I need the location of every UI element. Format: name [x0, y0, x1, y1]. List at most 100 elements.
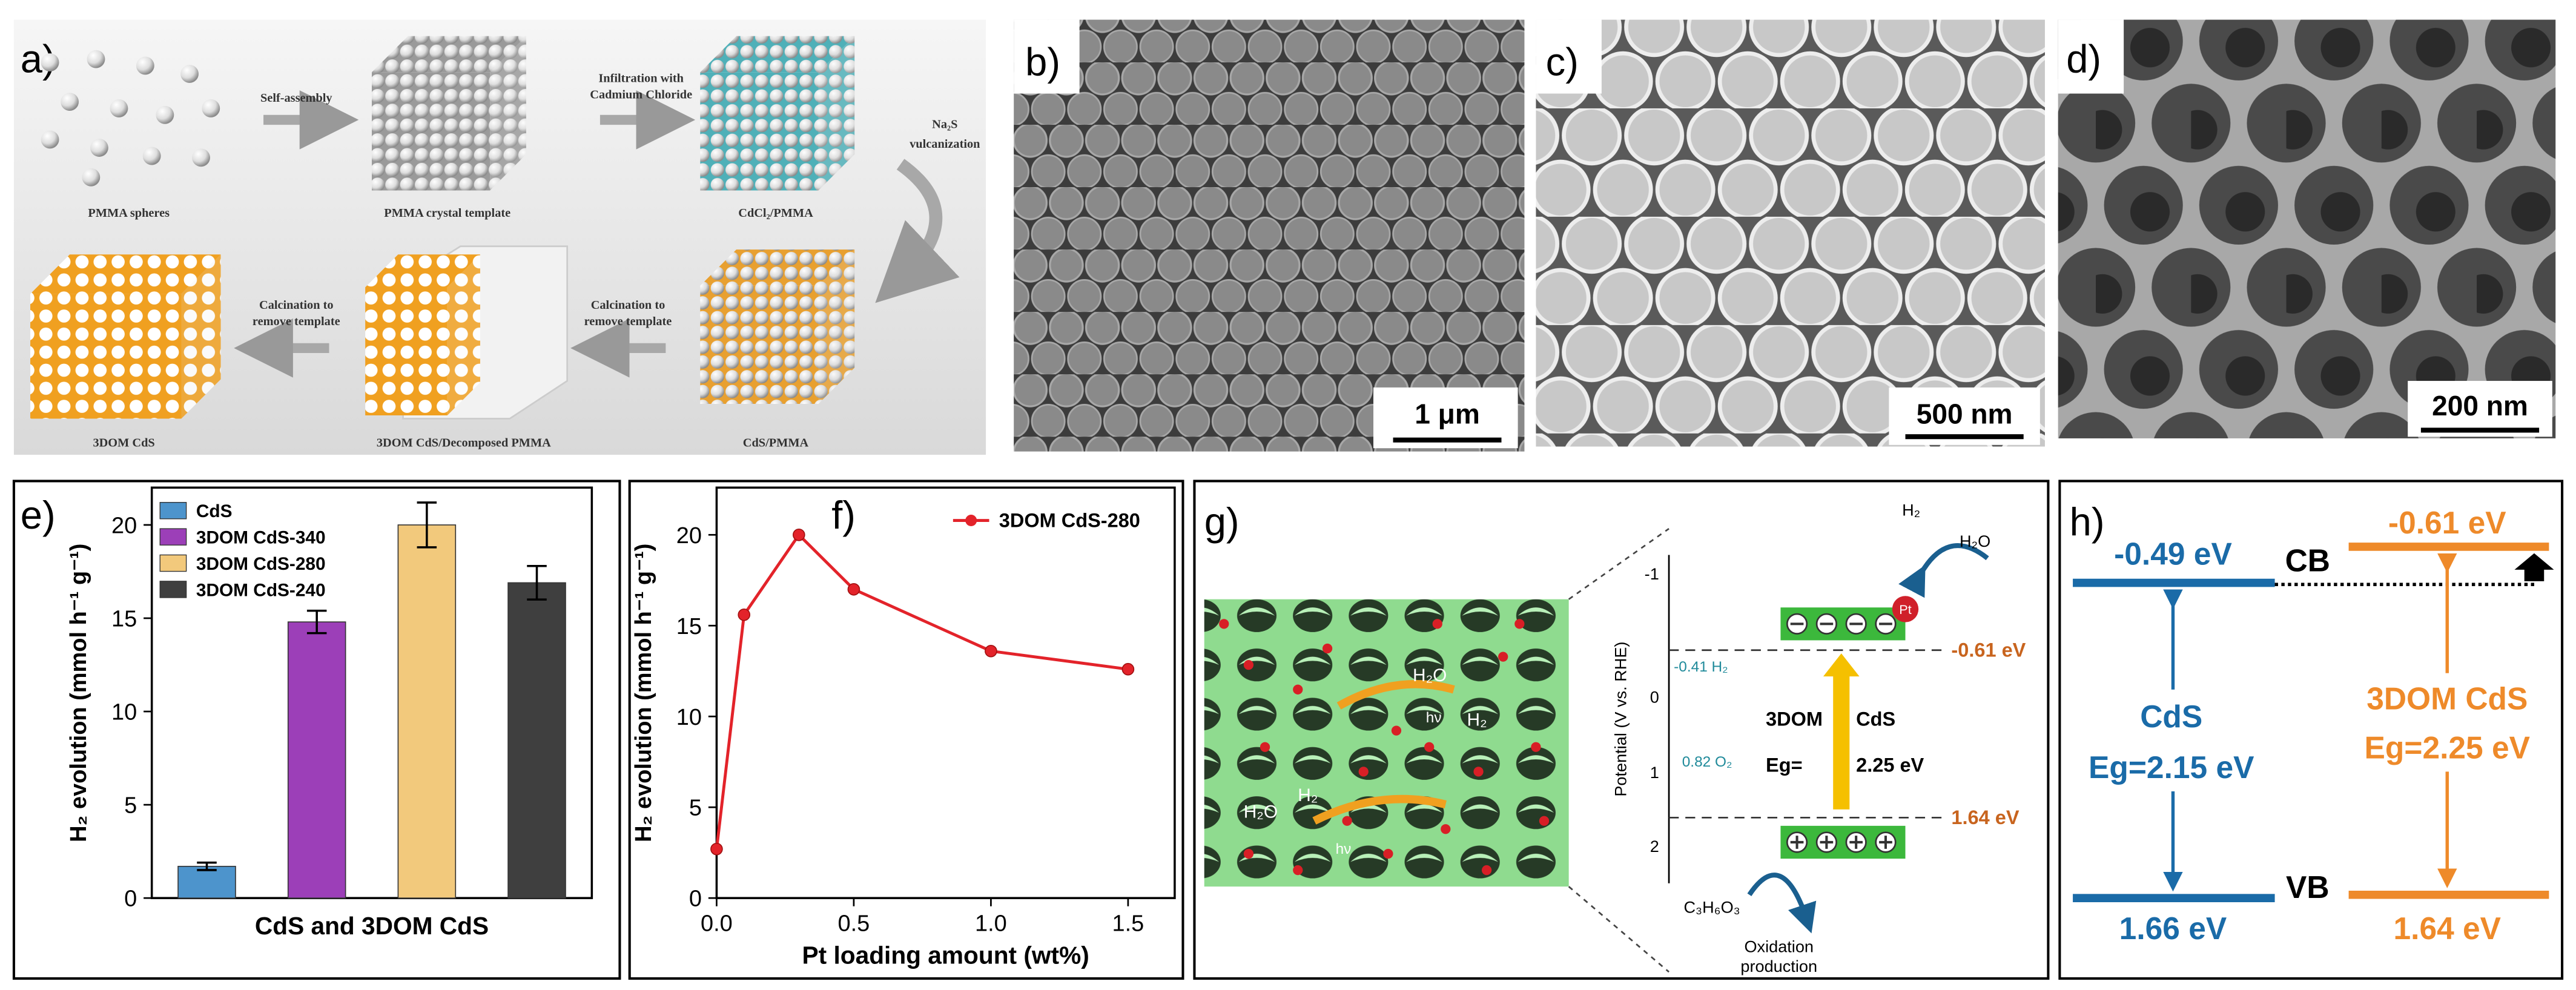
panel-h: h) -0.49 eV 1.66 eV CdS Eg=2.15 eV CB VB…: [2058, 480, 2564, 980]
redox-level: -0.41 H₂: [1674, 659, 1728, 675]
y-tick-label: 0: [124, 886, 137, 912]
marker: [985, 644, 997, 658]
stage-label: CdCl₂/PMMA: [738, 206, 813, 220]
sphere: [41, 53, 59, 71]
arrow-head: [1823, 653, 1860, 677]
legend-label: CdS: [196, 501, 233, 521]
schematic: [30, 36, 960, 420]
tick-label: 1: [1650, 763, 1659, 782]
sem-image: [1536, 19, 2045, 447]
cube-top: [365, 254, 480, 288]
step-label: remove template: [584, 315, 672, 328]
error-bar: [417, 501, 437, 549]
zoom-line: [1568, 886, 1669, 973]
pt-particles: [1219, 619, 1550, 876]
sphere: [180, 65, 199, 83]
step-label: vulcanization: [910, 137, 980, 151]
sphere: [156, 105, 174, 124]
energy-label: 1.64 eV: [2394, 911, 2502, 946]
cube-side: [818, 249, 855, 404]
pt-particle: [1243, 660, 1254, 670]
scale-label: 1 μm: [1415, 398, 1480, 430]
x-axis-label: Pt loading amount (wt%): [802, 942, 1089, 969]
x-axis-label: CdS and 3DOM CdS: [255, 912, 489, 940]
gap-label: 2.25 eV: [1856, 754, 1924, 776]
stage-label: 3DOM CdS: [93, 437, 154, 450]
vb-label: 1.64 eV: [1951, 807, 2019, 828]
energy-label: 1.66 eV: [2119, 911, 2227, 946]
tick-label: 2: [1650, 837, 1659, 856]
panel-label: h): [2070, 500, 2105, 544]
sphere: [87, 50, 105, 68]
pt-particle: [1293, 865, 1303, 876]
cube-front: [700, 72, 819, 191]
y-axis-label: H₂ evolution (mmol h⁻¹ g⁻¹): [631, 544, 656, 842]
sphere: [90, 139, 108, 157]
gap-label: Eg=2.25 eV: [2365, 730, 2530, 765]
sphere: [82, 168, 101, 186]
plot-frame: [715, 486, 1176, 899]
material-label: CdS: [1856, 708, 1895, 730]
cube-top: [30, 254, 221, 294]
legend-swatch: [159, 554, 187, 572]
pt-particle: [1383, 848, 1393, 859]
y-axis-label: H₂ evolution (mmol h⁻¹ g⁻¹): [66, 544, 91, 842]
donor: C₃H₆O₃: [1683, 898, 1740, 917]
error-bar: [306, 609, 327, 635]
label-background: [1014, 19, 1080, 94]
band-label: CB: [2285, 543, 2330, 578]
cube-side: [490, 36, 526, 191]
image-label: hν: [1426, 710, 1442, 726]
cube-top: [372, 36, 526, 73]
x-tick-label: 1.0: [975, 911, 1007, 936]
step-label: Calcination to: [591, 299, 665, 312]
sphere: [192, 148, 210, 167]
product: H₂O: [1960, 532, 1990, 550]
zoom-line: [1568, 527, 1669, 600]
reaction-arrow: [1898, 543, 1989, 598]
cube-side: [447, 254, 480, 415]
cb-label: -0.61 eV: [1951, 639, 2026, 661]
bar: [287, 621, 346, 899]
legend-label: 3DOM CdS-340: [196, 527, 326, 547]
tick-label: 0: [1650, 687, 1659, 706]
sphere: [61, 93, 79, 111]
y-tick-label: 0: [689, 886, 702, 912]
hole-sign: [1879, 836, 1892, 849]
oxidation-label: Oxidation: [1744, 937, 1814, 956]
energy-label: -0.61 eV: [2388, 505, 2506, 540]
y-tick-label: 5: [689, 796, 702, 821]
panel-label: e): [21, 493, 56, 537]
scale-label: 200 nm: [2432, 390, 2528, 421]
step-label: Infiltration with: [598, 72, 684, 85]
redox-level: 0.82 O₂: [1682, 754, 1732, 770]
y-tick-label: 15: [676, 614, 702, 639]
charts: 0 5 10 15 20 H₂ evolution (mmol h⁻¹ g⁻¹) CdS a…: [21, 486, 1176, 969]
image-label: H₂O: [1244, 802, 1278, 822]
pt-particle: [1293, 684, 1303, 695]
pt-particle: [1243, 848, 1254, 859]
marker: [847, 582, 860, 596]
lattice-image: [1204, 599, 1569, 887]
sem-image: [1014, 19, 1525, 452]
cube-front: [365, 287, 447, 415]
cube-front: [30, 294, 182, 419]
sphere: [142, 147, 161, 165]
label-background: [2058, 19, 2124, 94]
pt-particle: [1539, 816, 1550, 826]
pt-particle: [1342, 816, 1352, 826]
panel-label: g): [1204, 500, 1240, 544]
bar: [397, 524, 457, 899]
image-label: H₂: [1467, 710, 1487, 730]
pt-particle: [1432, 619, 1442, 629]
legend-label: 3DOM CdS-240: [196, 580, 326, 600]
label-background: [2348, 673, 2549, 772]
sphere: [41, 130, 59, 149]
stage-label: PMMA crystal template: [384, 206, 510, 220]
material-label: CdS: [2140, 699, 2202, 734]
gap-label: Eg=2.15 eV: [2089, 750, 2254, 785]
reaction-arrow: [1747, 873, 1817, 934]
legend-label: 3DOM CdS-280: [999, 509, 1140, 531]
pt-particle: [1424, 742, 1435, 752]
label-background: [2102, 689, 2244, 791]
